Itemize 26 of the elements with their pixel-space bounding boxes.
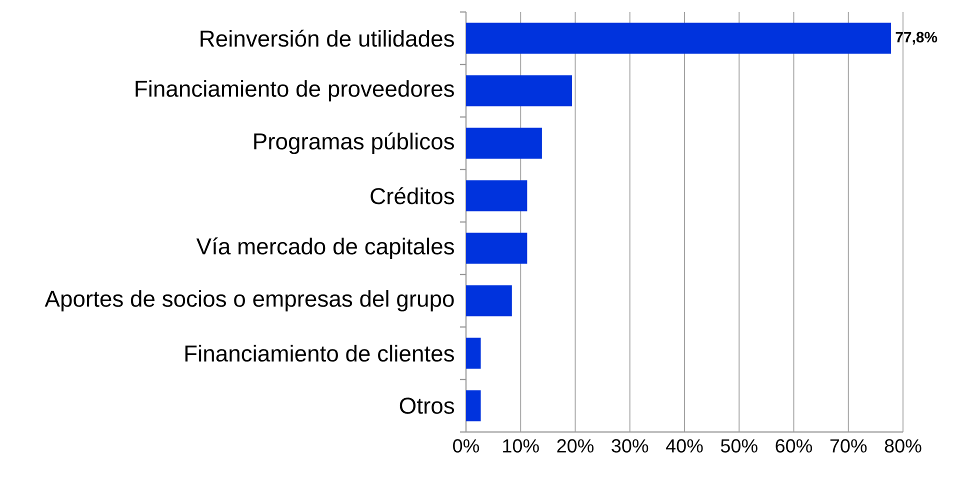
bar xyxy=(466,22,891,54)
bar xyxy=(466,285,512,316)
bar xyxy=(466,338,481,369)
bar xyxy=(466,128,542,159)
bar xyxy=(466,390,481,422)
x-tick-label: 0% xyxy=(453,439,480,453)
y-tick-label: Créditos xyxy=(370,187,454,204)
y-tick-label: Programas públicos xyxy=(254,132,454,154)
bar xyxy=(466,232,528,264)
bar xyxy=(466,75,572,106)
x-tick-label: 20% xyxy=(557,439,594,453)
x-tick-label: 80% xyxy=(884,439,922,453)
y-tick-label: Aportes de socios o empresas del grupo xyxy=(44,290,454,312)
x-tick-label: 30% xyxy=(612,439,648,453)
bar xyxy=(466,180,528,212)
data-label: 77,8% xyxy=(896,32,938,45)
y-tick-label: Otros xyxy=(400,398,454,414)
y-tick-label: Financiamiento de proveedores xyxy=(136,80,454,102)
x-tick-label: 70% xyxy=(830,439,867,453)
y-tick-label: Financiamiento de clientes xyxy=(185,344,454,362)
x-tick-label: 60% xyxy=(776,439,812,453)
y-tick-label: Vía mercado de capitales xyxy=(196,237,454,260)
x-tick-label: 40% xyxy=(666,439,703,453)
x-tick-label: 50% xyxy=(720,439,758,453)
x-tick-label: 10% xyxy=(503,439,539,453)
y-tick-label: Reinversión de utilidades xyxy=(200,30,454,47)
